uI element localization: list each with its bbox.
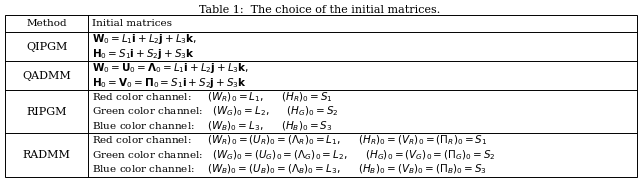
- Text: Initial matrices: Initial matrices: [92, 19, 172, 28]
- Text: $\mathbf{H}_0 = S_1\mathbf{i} + S_2\mathbf{j} + S_3\mathbf{k}$: $\mathbf{H}_0 = S_1\mathbf{i} + S_2\math…: [92, 47, 194, 61]
- Text: Green color channel:   $(W_G)_0 = (U_G)_0 = (\Lambda_G)_0 = L_2,$     $(H_G)_0 =: Green color channel: $(W_G)_0 = (U_G)_0 …: [92, 148, 495, 162]
- Text: $\mathbf{W}_0 = L_1\mathbf{i} + L_2\mathbf{j} + L_3\mathbf{k},$: $\mathbf{W}_0 = L_1\mathbf{i} + L_2\math…: [92, 32, 196, 46]
- Text: Green color channel:   $(W_G)_0 = L_2,$     $(H_G)_0 = S_2$: Green color channel: $(W_G)_0 = L_2,$ $(…: [92, 105, 339, 118]
- Text: Red color channel:     $(W_R)_0 = (U_R)_0 = (\Lambda_R)_0 = L_1,$     $(H_R)_0 =: Red color channel: $(W_R)_0 = (U_R)_0 = …: [92, 134, 487, 147]
- Text: Red color channel:     $(W_R)_0 = L_1,$     $(H_R)_0 = S_1$: Red color channel: $(W_R)_0 = L_1,$ $(H_…: [92, 90, 332, 104]
- Text: Method: Method: [26, 19, 67, 28]
- Text: QIPGM: QIPGM: [26, 42, 67, 52]
- Text: $\mathbf{W}_0 = \mathbf{U}_0 = \mathbf{\Lambda}_0 = L_1\mathbf{i} + L_2\mathbf{j: $\mathbf{W}_0 = \mathbf{U}_0 = \mathbf{\…: [92, 61, 249, 75]
- Text: Blue color channel:    $(W_B)_0 = (U_B)_0 = (\Lambda_B)_0 = L_3,$     $(H_B)_0 =: Blue color channel: $(W_B)_0 = (U_B)_0 =…: [92, 163, 486, 176]
- Text: QADMM: QADMM: [22, 70, 71, 81]
- Bar: [5, 15, 637, 177]
- Text: $\mathbf{H}_0 = \mathbf{V}_0 = \mathbf{\Pi}_0 = S_1\mathbf{i} + S_2\mathbf{j} + : $\mathbf{H}_0 = \mathbf{V}_0 = \mathbf{\…: [92, 76, 246, 90]
- Text: RIPGM: RIPGM: [26, 107, 67, 117]
- Text: Table 1:  The choice of the initial matrices.: Table 1: The choice of the initial matri…: [200, 5, 440, 15]
- Text: RADMM: RADMM: [23, 150, 70, 160]
- Text: Blue color channel:    $(W_B)_0 = L_3,$     $(H_B)_0 = S_3$: Blue color channel: $(W_B)_0 = L_3,$ $(H…: [92, 119, 332, 133]
